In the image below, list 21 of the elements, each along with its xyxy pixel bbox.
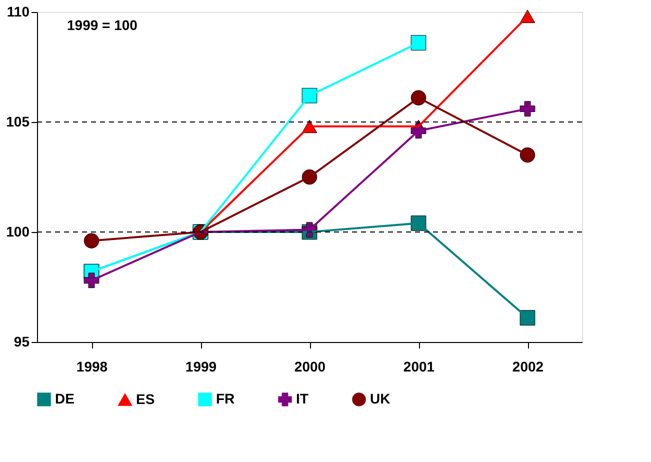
y-tick-label: 110 xyxy=(6,4,30,20)
x-tick-label: 2001 xyxy=(403,358,435,374)
annotation: 1999 = 100 xyxy=(67,17,138,33)
legend-label: DE xyxy=(55,390,74,406)
y-tick-label: 100 xyxy=(6,224,30,240)
point xyxy=(410,35,426,50)
legend-label: IT xyxy=(296,390,309,406)
x-tick-label: 2002 xyxy=(512,358,544,374)
x-tick-label: 1998 xyxy=(76,358,108,374)
point xyxy=(84,272,100,288)
point xyxy=(520,147,536,163)
legend-label: UK xyxy=(370,390,390,406)
x-tick-label: 1999 xyxy=(185,358,217,374)
y-tick-label: 105 xyxy=(6,114,30,130)
legend-label: FR xyxy=(216,390,235,406)
y-tick-label: 95 xyxy=(14,334,30,350)
point xyxy=(520,310,536,326)
point xyxy=(84,233,100,248)
legend-label: ES xyxy=(136,390,155,407)
point xyxy=(520,101,536,116)
x-tick-label: 2000 xyxy=(294,358,326,374)
